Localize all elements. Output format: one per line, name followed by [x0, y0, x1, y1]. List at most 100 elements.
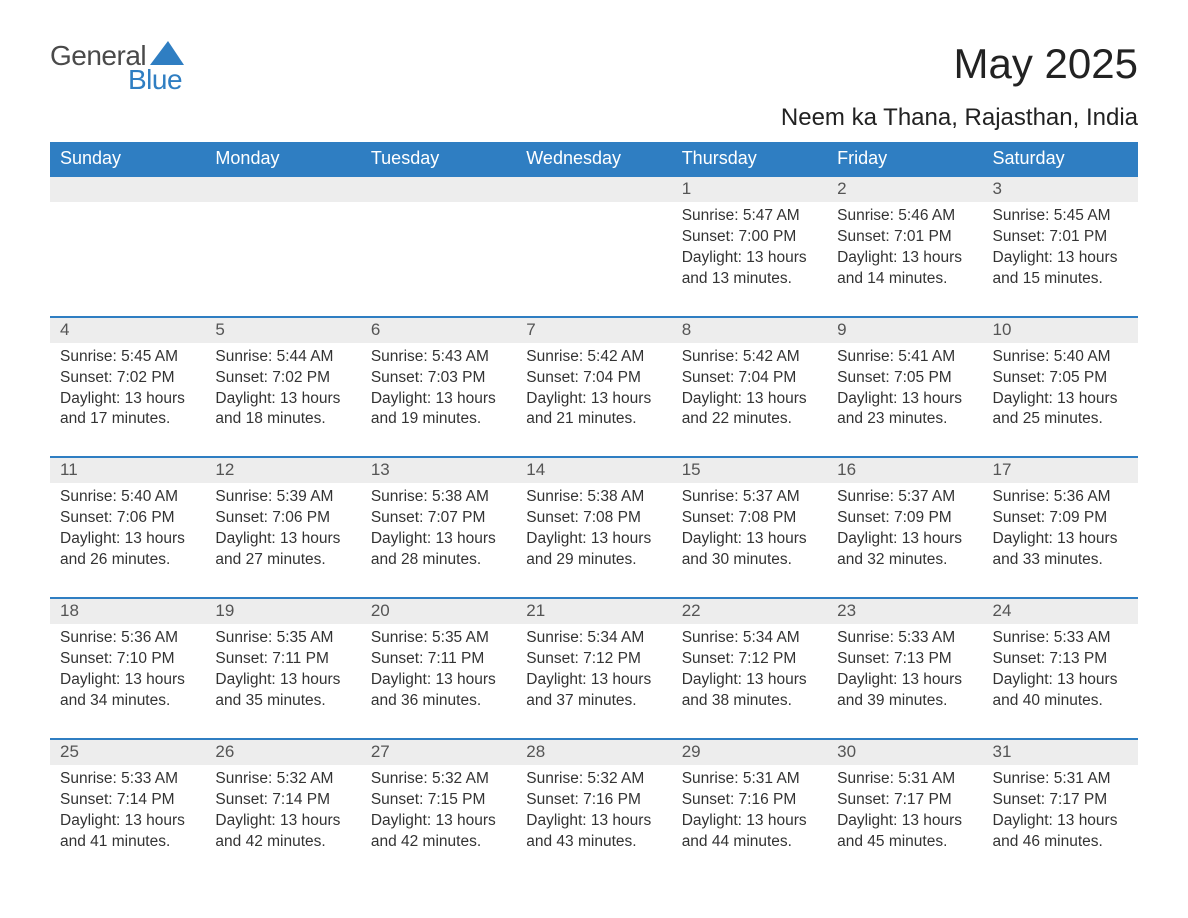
- daylight-text: Daylight: 13 hours and 26 minutes.: [60, 529, 195, 571]
- sunrise-text: Sunrise: 5:38 AM: [371, 487, 506, 508]
- sunset-text: Sunset: 7:06 PM: [60, 508, 195, 529]
- sunrise-text: Sunrise: 5:36 AM: [993, 487, 1128, 508]
- day-content-cell: Sunrise: 5:33 AMSunset: 7:14 PMDaylight:…: [50, 765, 205, 879]
- daylight-text: Daylight: 13 hours and 18 minutes.: [215, 389, 350, 431]
- day-number-cell: 31: [983, 739, 1138, 765]
- weekday-header: Monday: [205, 142, 360, 176]
- sunset-text: Sunset: 7:16 PM: [526, 790, 661, 811]
- daylight-text: Daylight: 13 hours and 15 minutes.: [993, 248, 1128, 290]
- day-number-cell: 16: [827, 457, 982, 483]
- day-content-row: Sunrise: 5:36 AMSunset: 7:10 PMDaylight:…: [50, 624, 1138, 739]
- daylight-text: Daylight: 13 hours and 39 minutes.: [837, 670, 972, 712]
- day-number-cell: 22: [672, 598, 827, 624]
- sunset-text: Sunset: 7:03 PM: [371, 368, 506, 389]
- sunset-text: Sunset: 7:14 PM: [60, 790, 195, 811]
- day-number-cell: 5: [205, 317, 360, 343]
- daynum-row: 45678910: [50, 317, 1138, 343]
- day-content-cell: Sunrise: 5:35 AMSunset: 7:11 PMDaylight:…: [361, 624, 516, 739]
- sunrise-text: Sunrise: 5:33 AM: [60, 769, 195, 790]
- sunrise-text: Sunrise: 5:32 AM: [371, 769, 506, 790]
- sunset-text: Sunset: 7:09 PM: [837, 508, 972, 529]
- sunset-text: Sunset: 7:11 PM: [215, 649, 350, 670]
- day-content-cell: Sunrise: 5:31 AMSunset: 7:17 PMDaylight:…: [827, 765, 982, 879]
- day-content-cell: Sunrise: 5:31 AMSunset: 7:16 PMDaylight:…: [672, 765, 827, 879]
- sunrise-text: Sunrise: 5:39 AM: [215, 487, 350, 508]
- sunset-text: Sunset: 7:02 PM: [60, 368, 195, 389]
- day-content-row: Sunrise: 5:33 AMSunset: 7:14 PM Daylight:…: [50, 765, 1138, 879]
- day-number-cell: 10: [983, 317, 1138, 343]
- sunrise-text: Sunrise: 5:37 AM: [837, 487, 972, 508]
- day-content-cell: Sunrise: 5:42 AMSunset: 7:04 PMDaylight:…: [672, 343, 827, 458]
- month-title: May 2025: [954, 40, 1138, 88]
- day-number-cell: 17: [983, 457, 1138, 483]
- sunset-text: Sunset: 7:00 PM: [682, 227, 817, 248]
- daynum-row: 123: [50, 176, 1138, 202]
- sunset-text: Sunset: 7:08 PM: [526, 508, 661, 529]
- sunset-text: Sunset: 7:04 PM: [682, 368, 817, 389]
- sunset-text: Sunset: 7:12 PM: [526, 649, 661, 670]
- daylight-text: Daylight: 13 hours and 40 minutes.: [993, 670, 1128, 712]
- day-content-cell: [516, 202, 671, 317]
- day-content-cell: Sunrise: 5:40 AMSunset: 7:06 PMDaylight:…: [50, 483, 205, 598]
- sunrise-text: Sunrise: 5:43 AM: [371, 347, 506, 368]
- day-number-cell: 8: [672, 317, 827, 343]
- daylight-text: Daylight: 13 hours and 17 minutes.: [60, 389, 195, 431]
- day-number-cell: 30: [827, 739, 982, 765]
- day-number-cell: 12: [205, 457, 360, 483]
- day-number-cell: 7: [516, 317, 671, 343]
- daylight-text: Daylight: 13 hours and 38 minutes.: [682, 670, 817, 712]
- day-content-cell: [50, 202, 205, 317]
- sunset-text: Sunset: 7:01 PM: [837, 227, 972, 248]
- sunrise-text: Sunrise: 5:40 AM: [60, 487, 195, 508]
- day-number-cell: 25: [50, 739, 205, 765]
- day-number-cell: 9: [827, 317, 982, 343]
- sunrise-text: Sunrise: 5:38 AM: [526, 487, 661, 508]
- day-content-cell: Sunrise: 5:43 AMSunset: 7:03 PMDaylight:…: [361, 343, 516, 458]
- day-content-cell: Sunrise: 5:40 AMSunset: 7:05 PMDaylight:…: [983, 343, 1138, 458]
- sunrise-text: Sunrise: 5:41 AM: [837, 347, 972, 368]
- logo: General Blue: [50, 40, 184, 96]
- daylight-text: Daylight: 13 hours and 13 minutes.: [682, 248, 817, 290]
- daylight-text: Daylight: 13 hours and 46 minutes.: [993, 811, 1128, 853]
- sunrise-text: Sunrise: 5:33 AM: [837, 628, 972, 649]
- day-content-row: Sunrise: 5:47 AMSunset: 7:00 PMDaylight:…: [50, 202, 1138, 317]
- sunset-text: Sunset: 7:05 PM: [993, 368, 1128, 389]
- sunrise-text: Sunrise: 5:33 AM: [993, 628, 1128, 649]
- daylight-text: Daylight: 13 hours and 35 minutes.: [215, 670, 350, 712]
- day-number-cell: 23: [827, 598, 982, 624]
- weekday-header-row: Sunday Monday Tuesday Wednesday Thursday…: [50, 142, 1138, 176]
- sunset-text: Sunset: 7:15 PM: [371, 790, 506, 811]
- day-number-cell: 19: [205, 598, 360, 624]
- day-content-row: Sunrise: 5:40 AMSunset: 7:06 PMDaylight:…: [50, 483, 1138, 598]
- sunrise-text: Sunrise: 5:35 AM: [371, 628, 506, 649]
- sunset-text: Sunset: 7:08 PM: [682, 508, 817, 529]
- sunset-text: Sunset: 7:04 PM: [526, 368, 661, 389]
- daylight-text: Daylight: 13 hours and 19 minutes.: [371, 389, 506, 431]
- daynum-row: 11121314151617: [50, 457, 1138, 483]
- day-number-cell: 2: [827, 176, 982, 202]
- day-content-cell: Sunrise: 5:38 AMSunset: 7:07 PMDaylight:…: [361, 483, 516, 598]
- day-content-cell: Sunrise: 5:32 AMSunset: 7:14 PMDaylight:…: [205, 765, 360, 879]
- day-number-cell: 27: [361, 739, 516, 765]
- calendar-body: 123Sunrise: 5:47 AMSunset: 7:00 PMDaylig…: [50, 176, 1138, 878]
- sunset-text: Sunset: 7:11 PM: [371, 649, 506, 670]
- day-number-cell: [516, 176, 671, 202]
- day-content-cell: [361, 202, 516, 317]
- daylight-text: Daylight: 13 hours and 33 minutes.: [993, 529, 1128, 571]
- day-number-cell: 3: [983, 176, 1138, 202]
- sunset-text: Sunset: 7:16 PM: [682, 790, 817, 811]
- day-number-cell: 4: [50, 317, 205, 343]
- daylight-text: Daylight: 13 hours and 44 minutes.: [682, 811, 817, 853]
- daylight-text: Daylight: 13 hours and 43 minutes.: [526, 811, 661, 853]
- weekday-header: Sunday: [50, 142, 205, 176]
- day-number-cell: 24: [983, 598, 1138, 624]
- day-number-cell: 20: [361, 598, 516, 624]
- day-content-cell: Sunrise: 5:34 AMSunset: 7:12 PMDaylight:…: [672, 624, 827, 739]
- weekday-header: Thursday: [672, 142, 827, 176]
- calendar-table: Sunday Monday Tuesday Wednesday Thursday…: [50, 142, 1138, 878]
- sunrise-text: Sunrise: 5:37 AM: [682, 487, 817, 508]
- day-content-cell: Sunrise: 5:44 AMSunset: 7:02 PMDaylight:…: [205, 343, 360, 458]
- daylight-text: Daylight: 13 hours and 30 minutes.: [682, 529, 817, 571]
- sunrise-text: Sunrise: 5:40 AM: [993, 347, 1128, 368]
- sunrise-text: Sunrise: 5:31 AM: [682, 769, 817, 790]
